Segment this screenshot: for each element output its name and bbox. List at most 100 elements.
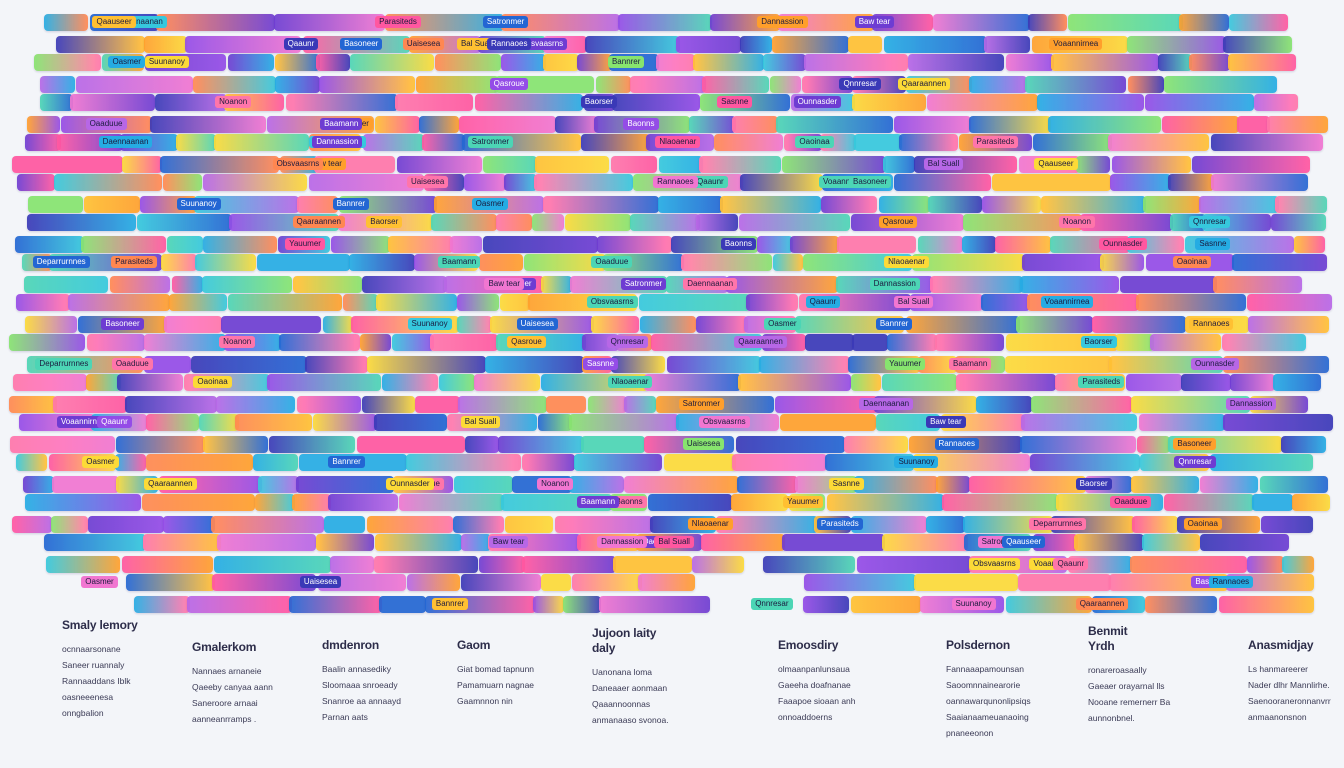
- chip: [154, 94, 227, 111]
- chip: [482, 156, 537, 173]
- chip: [899, 134, 959, 151]
- chip: [439, 374, 476, 391]
- chip: [905, 316, 1020, 333]
- chip: [1180, 374, 1231, 391]
- chip: [45, 556, 120, 573]
- chip-label: Obsvaasrns: [586, 296, 638, 308]
- chip: [125, 396, 218, 413]
- chip: [291, 494, 331, 511]
- chip: [700, 534, 785, 551]
- chip-label: Uaisesea: [406, 176, 449, 188]
- legend-line: aunnonbnel.: [1088, 713, 1135, 723]
- chip: [1131, 476, 1200, 493]
- chip-label: Qaaunr: [97, 416, 132, 428]
- chip: [639, 294, 751, 311]
- chip: [739, 36, 772, 53]
- chip: [1246, 556, 1284, 573]
- chip: [449, 236, 482, 253]
- chip: [1125, 374, 1182, 391]
- chip: [762, 556, 855, 573]
- chip: [366, 516, 453, 533]
- legend-line: Daneaaer aonmaan: [592, 683, 668, 693]
- chip: [534, 174, 634, 191]
- chip-label: Qaauseer: [1002, 536, 1046, 548]
- chip: [1032, 134, 1112, 151]
- chip-label: Sasnne: [717, 96, 753, 108]
- chip: [484, 356, 584, 373]
- chip: [168, 294, 227, 311]
- chip: [305, 356, 369, 373]
- chip: [837, 236, 917, 253]
- legend-line: Rannaaddans Iblk: [62, 676, 131, 686]
- chip: [14, 236, 84, 253]
- chip: [1128, 76, 1165, 93]
- chip-label: Bannrer: [328, 456, 365, 468]
- chip: [87, 516, 164, 533]
- chip: [1199, 534, 1289, 551]
- chip-label: Bal Suall: [893, 296, 934, 308]
- chip: [1131, 516, 1178, 533]
- chip-label: Oaaduue: [591, 256, 633, 268]
- chip: [53, 396, 128, 413]
- chip: [612, 94, 701, 111]
- chip: [574, 454, 663, 471]
- chip: [595, 76, 631, 93]
- chip: [790, 236, 840, 253]
- chip: [171, 276, 203, 293]
- chip-label: Dannassion: [312, 136, 363, 148]
- chip: [133, 596, 190, 613]
- chip-label: Satronmer: [678, 398, 725, 410]
- chip: [624, 396, 657, 413]
- chip: [1228, 14, 1288, 31]
- chip: [266, 374, 381, 391]
- chip: [763, 54, 807, 71]
- chip: [12, 516, 53, 533]
- chip: [1228, 54, 1297, 71]
- chip-label: Obsvaasrns: [969, 558, 1020, 570]
- chip: [465, 436, 500, 453]
- legend-line: oasneeenesa: [62, 692, 114, 702]
- chip-label: Ounnasder: [385, 478, 434, 490]
- chip: [643, 374, 741, 391]
- chip-label: Baorser: [366, 216, 403, 228]
- legend-column: Gaom Giat bomad tapnunn Pamamuarn nagnae…: [457, 638, 607, 709]
- chip: [1282, 556, 1314, 573]
- chip: [396, 156, 482, 173]
- chip-label: Oasmer: [82, 456, 119, 468]
- chip-label: Qasroue: [507, 336, 546, 348]
- legend-line: Gaeaer orayarnal lls: [1088, 681, 1165, 691]
- chip: [357, 436, 466, 453]
- legend-line: Uanonana loma: [592, 667, 653, 677]
- chip-label: Noanon: [1058, 216, 1095, 228]
- chip: [257, 254, 351, 271]
- chip-label: Daennaanan: [683, 278, 738, 290]
- chip-label: Basoneer: [340, 38, 383, 50]
- legend-line: onngbalion: [62, 708, 104, 718]
- chip-label: Oasmer: [108, 56, 145, 68]
- chip-label: Uaisesea: [682, 438, 725, 450]
- chip: [24, 494, 141, 511]
- chip-label: Baamann: [320, 118, 363, 130]
- chip-label: Oaoinaa: [193, 376, 232, 388]
- chip: [771, 36, 849, 53]
- chip: [805, 334, 855, 351]
- chip: [39, 94, 73, 111]
- chip-label: Ounnasder: [1191, 358, 1239, 370]
- chip-label: Oaoinaa: [1172, 256, 1212, 268]
- chip: [84, 196, 141, 213]
- chip: [474, 94, 583, 111]
- legend-line: Nader dlhr Mannlirhe.: [1248, 680, 1330, 690]
- chip: [221, 316, 322, 333]
- chip: [1158, 54, 1193, 71]
- chip: [1209, 454, 1313, 471]
- chip: [85, 374, 121, 391]
- chip-label: Dannassion: [597, 536, 648, 548]
- chip: [716, 516, 819, 533]
- chip: [962, 236, 997, 253]
- chip: [580, 134, 650, 151]
- chip: [454, 476, 514, 493]
- chip: [86, 334, 145, 351]
- chip: [482, 236, 598, 253]
- chip: [908, 54, 1005, 71]
- chip: [875, 414, 940, 431]
